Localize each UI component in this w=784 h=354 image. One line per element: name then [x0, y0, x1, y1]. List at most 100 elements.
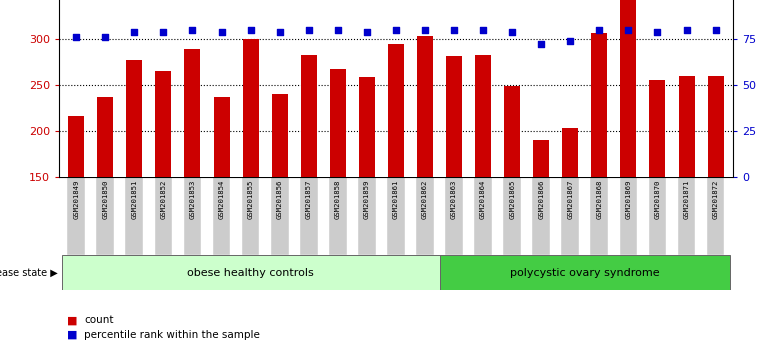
Text: GSM201866: GSM201866: [539, 179, 544, 219]
Point: [710, 27, 722, 33]
Bar: [330, 69, 346, 177]
Bar: [562, 128, 579, 177]
Text: GSM201868: GSM201868: [597, 179, 602, 219]
Point: [652, 29, 664, 34]
Text: GSM201854: GSM201854: [219, 179, 224, 219]
Bar: [154, 177, 172, 255]
Text: GSM201856: GSM201856: [277, 179, 283, 219]
Text: GSM201867: GSM201867: [568, 179, 573, 219]
Point: [245, 27, 257, 33]
Bar: [126, 60, 143, 177]
Point: [448, 27, 460, 33]
Point: [681, 27, 693, 33]
Bar: [97, 97, 114, 177]
Bar: [388, 45, 404, 177]
Point: [187, 27, 199, 33]
Point: [564, 38, 576, 44]
Bar: [678, 76, 695, 177]
Text: percentile rank within the sample: percentile rank within the sample: [84, 330, 260, 339]
Text: ■: ■: [67, 315, 77, 325]
Point: [622, 27, 635, 33]
Point: [274, 29, 286, 34]
Bar: [474, 177, 492, 255]
Text: GSM201850: GSM201850: [102, 179, 108, 219]
Text: GSM201863: GSM201863: [451, 179, 457, 219]
Text: GSM201870: GSM201870: [655, 179, 660, 219]
Text: GSM201852: GSM201852: [161, 179, 166, 219]
Bar: [67, 177, 85, 255]
Bar: [301, 55, 317, 177]
Text: GSM201871: GSM201871: [684, 179, 690, 219]
Bar: [706, 177, 724, 255]
Point: [303, 27, 315, 33]
Text: disease state ▶: disease state ▶: [0, 268, 57, 278]
Point: [419, 27, 431, 33]
Text: obese healthy controls: obese healthy controls: [187, 268, 314, 278]
Bar: [475, 55, 491, 177]
Point: [506, 29, 518, 34]
Point: [535, 42, 547, 47]
Text: GSM201864: GSM201864: [480, 179, 486, 219]
Bar: [358, 177, 376, 255]
Bar: [533, 140, 550, 177]
Bar: [561, 177, 579, 255]
Point: [332, 27, 344, 33]
Bar: [648, 177, 666, 255]
Bar: [329, 177, 347, 255]
Text: GSM201859: GSM201859: [364, 179, 370, 219]
Text: count: count: [84, 315, 114, 325]
Point: [216, 29, 228, 34]
Bar: [125, 177, 143, 255]
Bar: [677, 177, 695, 255]
Bar: [68, 116, 84, 177]
Bar: [504, 86, 520, 177]
Bar: [445, 177, 463, 255]
Point: [593, 27, 605, 33]
Text: GSM201872: GSM201872: [713, 179, 719, 219]
Bar: [416, 177, 434, 255]
Text: GSM201862: GSM201862: [422, 179, 428, 219]
Text: GSM201857: GSM201857: [306, 179, 312, 219]
Text: GSM201869: GSM201869: [626, 179, 631, 219]
Bar: [183, 177, 201, 255]
Text: GSM201865: GSM201865: [509, 179, 515, 219]
Text: GSM201861: GSM201861: [393, 179, 399, 219]
Text: ■: ■: [67, 330, 77, 339]
Bar: [242, 39, 259, 177]
Bar: [440, 255, 730, 290]
Bar: [591, 33, 608, 177]
Point: [477, 27, 489, 33]
Text: GSM201855: GSM201855: [248, 179, 253, 219]
Text: GSM201853: GSM201853: [190, 179, 195, 219]
Bar: [96, 177, 114, 255]
Point: [99, 34, 111, 40]
Bar: [503, 177, 521, 255]
Text: GSM201849: GSM201849: [73, 179, 79, 219]
Bar: [213, 97, 230, 177]
Bar: [619, 177, 637, 255]
Bar: [241, 177, 260, 255]
Bar: [184, 49, 201, 177]
Point: [128, 29, 140, 34]
Bar: [62, 255, 440, 290]
Bar: [417, 36, 433, 177]
Bar: [270, 177, 289, 255]
Bar: [708, 76, 724, 177]
Bar: [359, 77, 375, 177]
Bar: [649, 80, 666, 177]
Bar: [446, 56, 462, 177]
Bar: [387, 177, 405, 255]
Text: polycystic ovary syndrome: polycystic ovary syndrome: [510, 268, 659, 278]
Bar: [532, 177, 550, 255]
Point: [390, 27, 402, 33]
Point: [157, 29, 169, 34]
Bar: [299, 177, 318, 255]
Bar: [155, 71, 172, 177]
Point: [361, 29, 373, 34]
Point: [70, 34, 82, 40]
Bar: [272, 94, 288, 177]
Bar: [212, 177, 230, 255]
Bar: [620, 0, 637, 177]
Text: GSM201851: GSM201851: [132, 179, 137, 219]
Text: GSM201858: GSM201858: [335, 179, 341, 219]
